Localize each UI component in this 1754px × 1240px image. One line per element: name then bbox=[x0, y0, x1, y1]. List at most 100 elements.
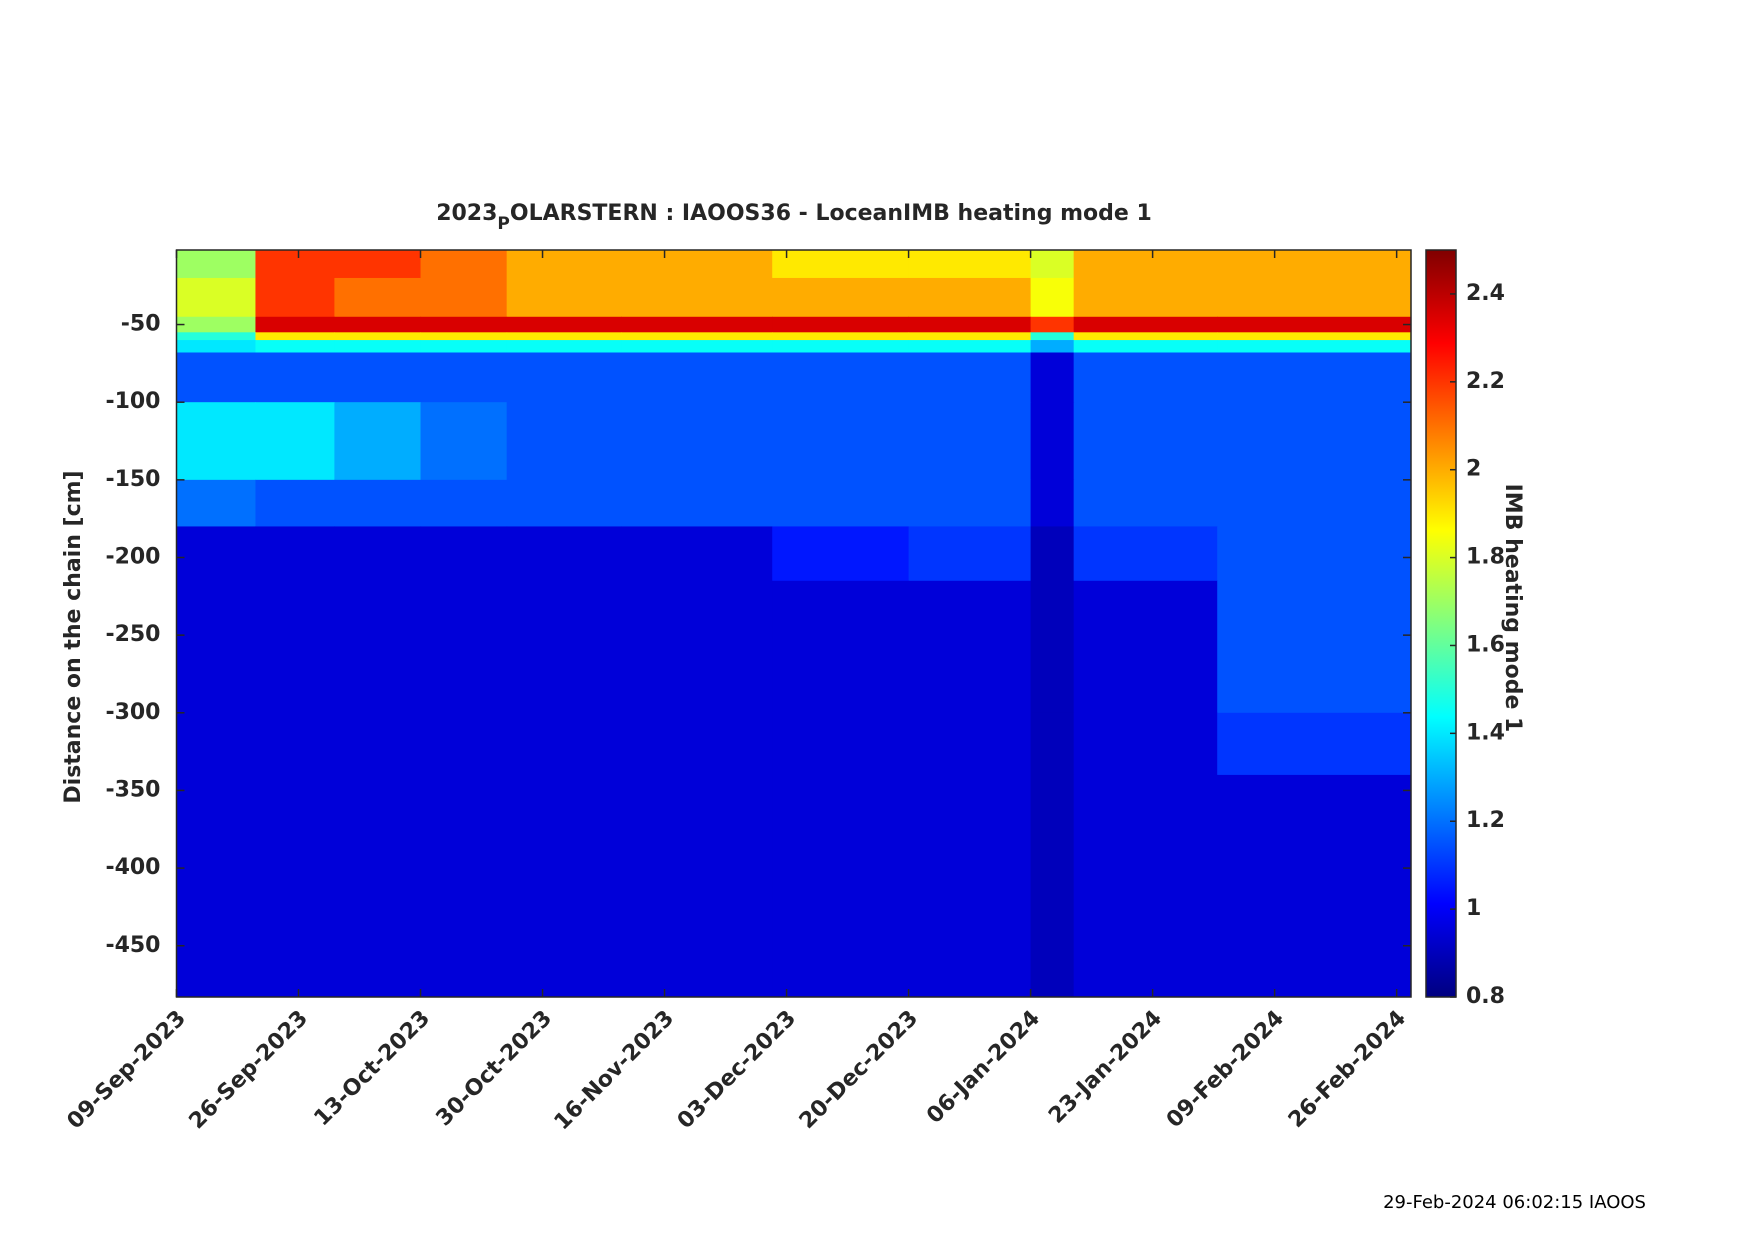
heatmap-cell bbox=[621, 580, 773, 714]
heatmap-cell bbox=[621, 712, 773, 776]
y-tick-label: -50 bbox=[121, 312, 161, 337]
heatmap-cell bbox=[255, 352, 335, 403]
heatmap-cell bbox=[420, 774, 508, 998]
heatmap-cell bbox=[621, 316, 773, 333]
y-axis-label: Distance on the chain [cm] bbox=[61, 470, 86, 803]
heatmap-cell bbox=[772, 250, 910, 279]
heatmap-cell bbox=[176, 479, 256, 527]
heatmap-cell bbox=[1073, 479, 1218, 527]
heatmap-cell bbox=[1030, 774, 1075, 998]
heatmap-cell bbox=[334, 526, 422, 582]
heatmap-cell bbox=[176, 526, 256, 582]
heatmap-cell bbox=[908, 526, 1032, 582]
heatmap-cell bbox=[255, 580, 335, 714]
y-tick-label: -400 bbox=[105, 855, 160, 880]
heatmap-cell bbox=[334, 332, 422, 341]
heatmap-cell bbox=[334, 580, 422, 714]
heatmap-cell bbox=[420, 526, 508, 582]
heatmap-cell bbox=[1030, 712, 1075, 776]
heatmap-cell bbox=[1217, 250, 1412, 279]
y-tick-label: -450 bbox=[105, 933, 160, 958]
heatmap-cell bbox=[621, 352, 773, 403]
heatmap-cell bbox=[420, 479, 508, 527]
heatmap-cell bbox=[1217, 340, 1412, 353]
heatmap-cell bbox=[621, 340, 773, 353]
heatmap-cell bbox=[420, 580, 508, 714]
heatmap-cell bbox=[334, 479, 422, 527]
heatmap bbox=[176, 250, 1412, 998]
heatmap-cell bbox=[506, 332, 622, 341]
heatmap-cell bbox=[772, 479, 910, 527]
heatmap-cell bbox=[908, 250, 1032, 279]
y-tick-label: -350 bbox=[105, 777, 160, 802]
heatmap-cell bbox=[420, 250, 508, 279]
heatmap-cell bbox=[420, 340, 508, 353]
heatmap-cell bbox=[255, 277, 335, 318]
heatmap-cell bbox=[420, 402, 508, 481]
heatmap-cell bbox=[1217, 774, 1412, 998]
heatmap-cell bbox=[176, 340, 256, 353]
x-tick-label: 26-Feb-2024 bbox=[1284, 1006, 1411, 1133]
heatmap-cell bbox=[176, 250, 256, 279]
heatmap-cell bbox=[908, 774, 1032, 998]
heatmap-cell bbox=[506, 580, 622, 714]
heatmap-cell bbox=[621, 277, 773, 318]
heatmap-cell bbox=[908, 712, 1032, 776]
heatmap-cell bbox=[334, 316, 422, 333]
title-subscript: P bbox=[497, 214, 509, 234]
heatmap-cell bbox=[908, 580, 1032, 714]
heatmap-cell bbox=[908, 340, 1032, 353]
colorbar-tick-label: 1 bbox=[1466, 896, 1481, 921]
heatmap-cell bbox=[420, 277, 508, 318]
heatmap-cell bbox=[1030, 402, 1075, 481]
heatmap-cell bbox=[506, 479, 622, 527]
colorbar bbox=[1425, 249, 1457, 998]
heatmap-cell bbox=[908, 277, 1032, 318]
heatmap-cell bbox=[506, 712, 622, 776]
x-tick-label: 03-Dec-2023 bbox=[673, 1006, 801, 1134]
heatmap-cell bbox=[506, 774, 622, 998]
heatmap-cell bbox=[1073, 580, 1218, 714]
heatmap-cell bbox=[334, 340, 422, 353]
heatmap-cell bbox=[1030, 479, 1075, 527]
heatmap-cell bbox=[506, 277, 622, 318]
colorbar-tick-label: 1.4 bbox=[1466, 720, 1505, 745]
heatmap-cell bbox=[334, 250, 422, 279]
heatmap-cell bbox=[1030, 340, 1075, 353]
heatmap-cell bbox=[1030, 526, 1075, 582]
heatmap-cell bbox=[908, 479, 1032, 527]
heatmap-cell bbox=[420, 332, 508, 341]
x-tick-label: 09-Sep-2023 bbox=[63, 1006, 191, 1134]
heatmap-cell bbox=[420, 712, 508, 776]
heatmap-cell bbox=[176, 712, 256, 776]
heatmap-cell bbox=[908, 332, 1032, 341]
heatmap-cell bbox=[506, 352, 622, 403]
chart-title: 2023POLARSTERN : IAOOS36 - LoceanIMB hea… bbox=[436, 201, 1152, 234]
colorbar-tick-label: 2.2 bbox=[1466, 369, 1505, 394]
plot-frame bbox=[175, 249, 1412, 998]
heatmap-cell bbox=[621, 479, 773, 527]
heatmap-cell bbox=[334, 712, 422, 776]
heatmap-cell bbox=[1217, 352, 1412, 403]
heatmap-cell bbox=[1030, 332, 1075, 341]
heatmap-cell bbox=[1217, 402, 1412, 481]
heatmap-cell bbox=[255, 250, 335, 279]
heatmap-cell bbox=[255, 526, 335, 582]
x-tick-label: 13-Oct-2023 bbox=[310, 1006, 435, 1131]
heatmap-cell bbox=[1030, 580, 1075, 714]
heatmap-cell bbox=[621, 250, 773, 279]
heatmap-cell bbox=[176, 316, 256, 333]
heatmap-cell bbox=[506, 340, 622, 353]
x-tick-label: 20-Dec-2023 bbox=[795, 1006, 923, 1134]
colorbar-tick-label: 1.2 bbox=[1466, 808, 1505, 833]
heatmap-cell bbox=[255, 712, 335, 776]
heatmap-cell bbox=[772, 774, 910, 998]
x-tick-label: 06-Jan-2024 bbox=[922, 1006, 1045, 1129]
heatmap-cell bbox=[506, 402, 622, 481]
heatmap-cell bbox=[1217, 479, 1412, 527]
y-tick-label: -100 bbox=[105, 389, 160, 414]
heatmap-cell bbox=[1217, 332, 1412, 341]
heatmap-cell bbox=[1073, 526, 1218, 582]
x-tick-label: 30-Oct-2023 bbox=[432, 1006, 557, 1131]
